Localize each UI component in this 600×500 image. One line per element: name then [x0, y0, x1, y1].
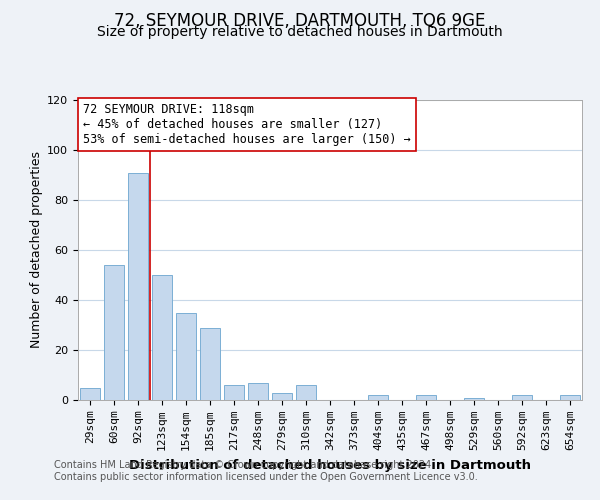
Bar — [560, 395, 580, 400]
Bar — [152, 275, 172, 400]
Bar — [128, 172, 148, 400]
Bar — [80, 388, 100, 400]
Bar — [224, 385, 244, 400]
Bar — [272, 392, 292, 400]
Bar — [464, 398, 484, 400]
Y-axis label: Number of detached properties: Number of detached properties — [30, 152, 43, 348]
Bar — [416, 395, 436, 400]
Text: Contains HM Land Registry data © Crown copyright and database right 2024.: Contains HM Land Registry data © Crown c… — [54, 460, 434, 470]
Bar — [200, 328, 220, 400]
Bar — [248, 382, 268, 400]
Text: Size of property relative to detached houses in Dartmouth: Size of property relative to detached ho… — [97, 25, 503, 39]
Text: 72, SEYMOUR DRIVE, DARTMOUTH, TQ6 9GE: 72, SEYMOUR DRIVE, DARTMOUTH, TQ6 9GE — [115, 12, 485, 30]
Text: Contains public sector information licensed under the Open Government Licence v3: Contains public sector information licen… — [54, 472, 478, 482]
Text: 72 SEYMOUR DRIVE: 118sqm
← 45% of detached houses are smaller (127)
53% of semi-: 72 SEYMOUR DRIVE: 118sqm ← 45% of detach… — [83, 103, 411, 146]
Bar — [368, 395, 388, 400]
X-axis label: Distribution of detached houses by size in Dartmouth: Distribution of detached houses by size … — [129, 458, 531, 471]
Bar — [296, 385, 316, 400]
Bar — [512, 395, 532, 400]
Bar — [104, 265, 124, 400]
Bar — [176, 312, 196, 400]
